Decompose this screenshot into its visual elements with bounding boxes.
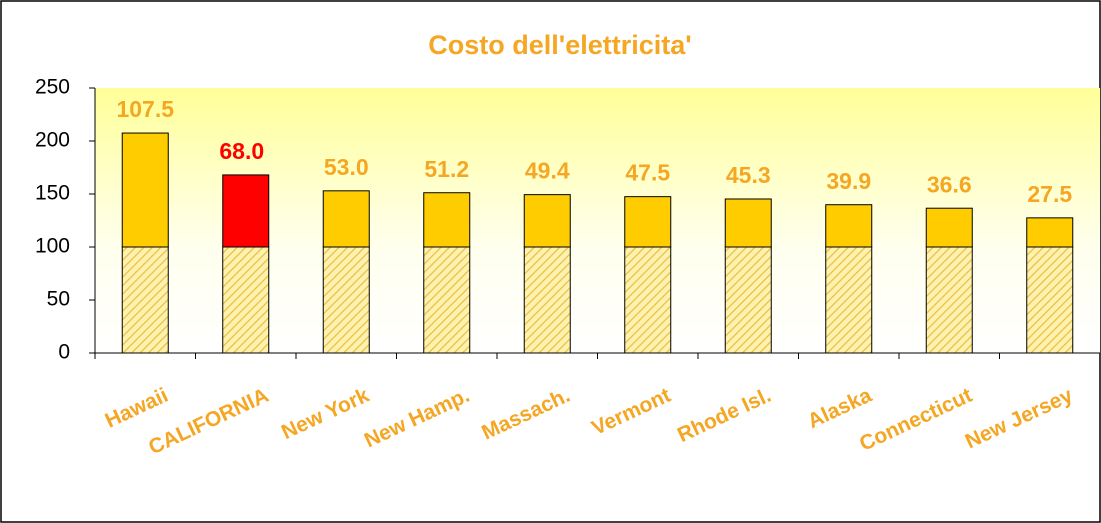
y-tick-label: 150 [35, 182, 70, 205]
bar-segment [322, 190, 370, 248]
bar-segment [1026, 217, 1074, 248]
data-label: 107.5 [116, 96, 174, 122]
data-label: 53.0 [324, 154, 369, 180]
bar-segment [222, 174, 270, 248]
data-label: 39.9 [826, 168, 871, 194]
y-tick-label: 0 [58, 341, 70, 364]
bar-segment [523, 246, 571, 354]
bar-segment [724, 198, 772, 248]
y-tick-label: 100 [35, 235, 70, 258]
bar-segment [724, 246, 772, 354]
data-label: 45.3 [726, 162, 771, 188]
y-tick-label: 250 [35, 76, 70, 99]
bar-segment [222, 246, 270, 354]
bar-segment [825, 204, 873, 248]
data-label: 49.4 [525, 158, 570, 184]
data-label: 36.6 [927, 171, 972, 197]
bar-segment [925, 207, 973, 248]
data-label: 47.5 [625, 160, 670, 186]
bar-segment [825, 246, 873, 354]
bar-segment [322, 246, 370, 354]
chart-title: Costo dell'elettricita' [428, 30, 691, 60]
data-label: 68.0 [219, 138, 264, 164]
bar-segment [423, 192, 471, 248]
bar-segment [1026, 246, 1074, 354]
bar-segment [925, 246, 973, 354]
y-tick-label: 50 [47, 288, 70, 311]
bar-segment [121, 246, 169, 354]
bar-segment [624, 196, 672, 248]
data-label: 27.5 [1027, 181, 1072, 207]
bar-segment [523, 194, 571, 248]
bar-segment [423, 246, 471, 354]
bar-segment [121, 132, 169, 248]
data-label: 51.2 [424, 156, 469, 182]
y-tick-label: 200 [35, 129, 70, 152]
bar-segment [624, 246, 672, 354]
